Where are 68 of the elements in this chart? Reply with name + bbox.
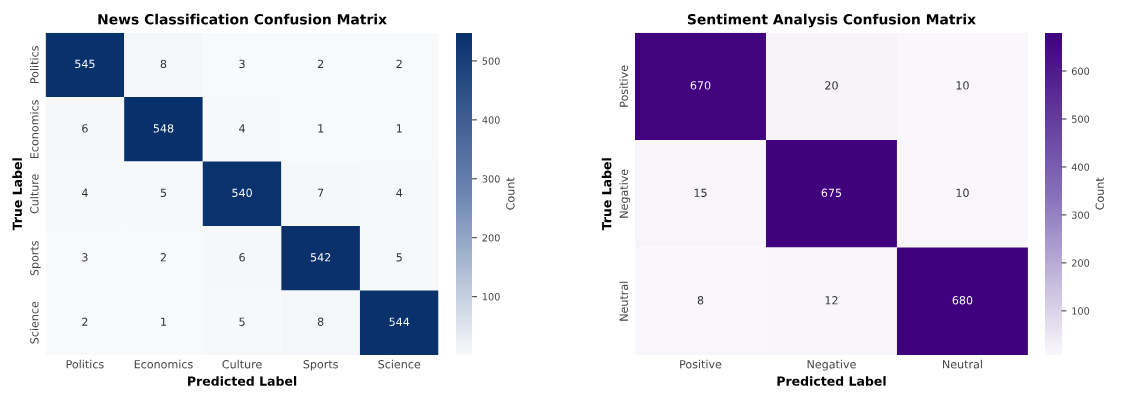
chart-title: Sentiment Analysis Confusion Matrix bbox=[687, 13, 976, 28]
color-bar-label: 100 bbox=[482, 293, 500, 301]
x-tick-label: Sports bbox=[303, 360, 338, 371]
y-tick-label: Politics bbox=[29, 46, 39, 84]
x-tick-label: Negative bbox=[807, 359, 856, 371]
data-label: 2 bbox=[396, 59, 402, 68]
data-label: 20 bbox=[825, 81, 838, 90]
data-label: 4 bbox=[81, 188, 88, 197]
data-label: 10 bbox=[956, 188, 969, 198]
data-label: 1 bbox=[396, 124, 402, 133]
data-label: 4 bbox=[396, 188, 403, 197]
data-label: 548 bbox=[153, 124, 174, 133]
color-bar-label: 200 bbox=[1071, 259, 1090, 267]
y-tick-label: Positive bbox=[619, 65, 628, 107]
color-bar-label: 500 bbox=[1071, 115, 1090, 123]
x-axis-title: Predicted Label bbox=[777, 376, 886, 386]
data-label: 8 bbox=[160, 59, 167, 69]
data-label: 1 bbox=[161, 317, 166, 326]
color-bar-label: 300 bbox=[482, 175, 500, 183]
x-tick-label: Politics bbox=[66, 359, 104, 369]
color-bar-label: 400 bbox=[1071, 163, 1090, 171]
data-label: 540 bbox=[232, 188, 252, 198]
y-tick-label: Negative bbox=[619, 169, 631, 218]
color-bar-label: 100 bbox=[1072, 307, 1090, 315]
data-label: 1 bbox=[318, 124, 324, 133]
x-tick-label: Neutral bbox=[943, 359, 982, 369]
data-label: 5 bbox=[160, 188, 167, 198]
data-label: 5 bbox=[396, 253, 402, 262]
chart-title: News Classification Confusion Matrix bbox=[98, 13, 387, 25]
y-axis-title: True Label bbox=[12, 158, 23, 231]
data-label: 5 bbox=[239, 317, 245, 326]
data-label: 15 bbox=[694, 188, 707, 198]
data-label: 680 bbox=[952, 296, 973, 305]
data-label: 2 bbox=[317, 59, 324, 68]
color-bar-label: 400 bbox=[482, 116, 500, 124]
data-label: 670 bbox=[690, 81, 711, 90]
color-bar-label: 500 bbox=[482, 57, 500, 65]
color-bar-label: 300 bbox=[1071, 211, 1090, 219]
data-label: 544 bbox=[389, 317, 410, 326]
data-label: 8 bbox=[697, 296, 704, 305]
data-label: 675 bbox=[821, 188, 842, 198]
data-label: 12 bbox=[825, 296, 838, 305]
y-tick-label: Culture bbox=[29, 174, 39, 214]
y-tick-label: Economics bbox=[29, 100, 39, 159]
data-label: 3 bbox=[82, 253, 88, 262]
x-axis-title: Predicted Label bbox=[188, 376, 297, 386]
data-label: 2 bbox=[82, 317, 88, 326]
x-tick-label: Culture bbox=[222, 359, 262, 369]
data-label: 542 bbox=[310, 253, 331, 262]
data-label: 2 bbox=[160, 253, 166, 262]
x-tick-label: Positive bbox=[680, 359, 722, 369]
y-axis-title: True Label bbox=[601, 158, 612, 231]
data-label: 4 bbox=[239, 124, 245, 133]
y-tick-label: Sports bbox=[30, 241, 41, 276]
color-bar-label: 200 bbox=[482, 234, 500, 242]
data-label: 6 bbox=[239, 253, 245, 262]
data-label: 10 bbox=[956, 81, 969, 90]
data-label: 8 bbox=[317, 317, 324, 326]
x-tick-label: Science bbox=[378, 359, 421, 369]
y-tick-label: Neutral bbox=[619, 281, 628, 321]
x-tick-label: Economics bbox=[134, 359, 193, 369]
data-label: 3 bbox=[239, 59, 245, 69]
color-bar-title: Count bbox=[506, 177, 515, 210]
color-bar-label: 600 bbox=[1071, 67, 1090, 75]
data-label: 7 bbox=[318, 188, 324, 197]
color-bar-title: Count bbox=[1095, 177, 1104, 210]
data-label: 545 bbox=[75, 59, 95, 69]
data-label: 6 bbox=[82, 124, 88, 133]
